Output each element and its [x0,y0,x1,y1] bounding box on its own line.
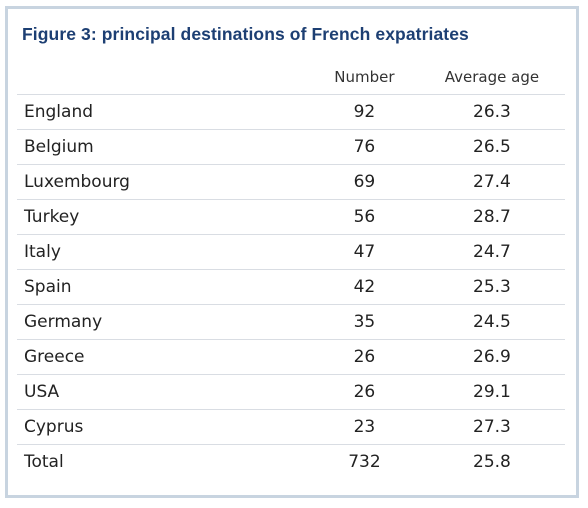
table-row: Italy 47 24.7 [17,234,565,270]
country-cell: Greece [17,339,310,375]
header-average-age: Average age [418,60,565,95]
country-cell: USA [17,374,310,410]
table-row: Spain 42 25.3 [17,269,565,305]
table-row: Germany 35 24.5 [17,304,565,340]
total-number-cell: 732 [348,452,381,472]
header-country [17,60,310,95]
table-row: Greece 26 26.9 [17,339,565,375]
country-cell: Italy [17,234,310,270]
number-cell: 76 [309,129,419,165]
country-cell: Luxembourg [17,164,310,200]
table-body: England 92 26.3 Belgium 76 26.5 Luxembou… [17,94,565,480]
table-row: Turkey 56 28.7 [17,199,565,235]
average-age-cell: 26.5 [418,129,565,165]
number-cell: 23 [309,409,419,445]
number-cell: 42 [309,269,419,305]
total-average-age-cell: 25.8 [473,452,511,472]
header-row: Number Average age [17,60,565,95]
country-cell: England [17,94,310,130]
average-age-cell: 25.3 [418,269,565,305]
number-cell: 92 [309,94,419,130]
number-cell: 56 [309,199,419,235]
average-age-cell: 26.9 [418,339,565,375]
average-age-cell: 27.4 [418,164,565,200]
average-age-cell: 27.3 [418,409,565,445]
average-age-cell: 24.5 [418,304,565,340]
table-row: USA 26 29.1 [17,374,565,410]
table-row: Belgium 76 26.5 [17,129,565,165]
average-age-cell: 29.1 [418,374,565,410]
average-age-cell: 24.7 [418,234,565,270]
number-cell: 47 [309,234,419,270]
number-cell: 26 [309,374,419,410]
country-cell: Germany [17,304,310,340]
figure-title: Figure 3: principal destinations of Fren… [22,24,469,44]
table-row: England 92 26.3 [17,94,565,130]
country-cell: Belgium [17,129,310,165]
country-cell: Turkey [17,199,310,235]
total-row: Total 732 25.8 [17,445,565,480]
number-cell: 35 [309,304,419,340]
table-header: Number Average age [17,60,565,95]
average-age-cell: 28.7 [418,199,565,235]
number-cell: 26 [309,339,419,375]
number-cell: 69 [309,164,419,200]
destinations-table: Number Average age England 92 26.3 Belgi… [17,60,565,479]
country-cell: Cyprus [17,409,310,445]
table-row: Luxembourg 69 27.4 [17,164,565,200]
header-number: Number [309,60,419,95]
country-cell: Spain [17,269,310,305]
table-row: Cyprus 23 27.3 [17,409,565,445]
average-age-cell: 26.3 [418,94,565,130]
total-label-cell: Total [24,452,64,472]
